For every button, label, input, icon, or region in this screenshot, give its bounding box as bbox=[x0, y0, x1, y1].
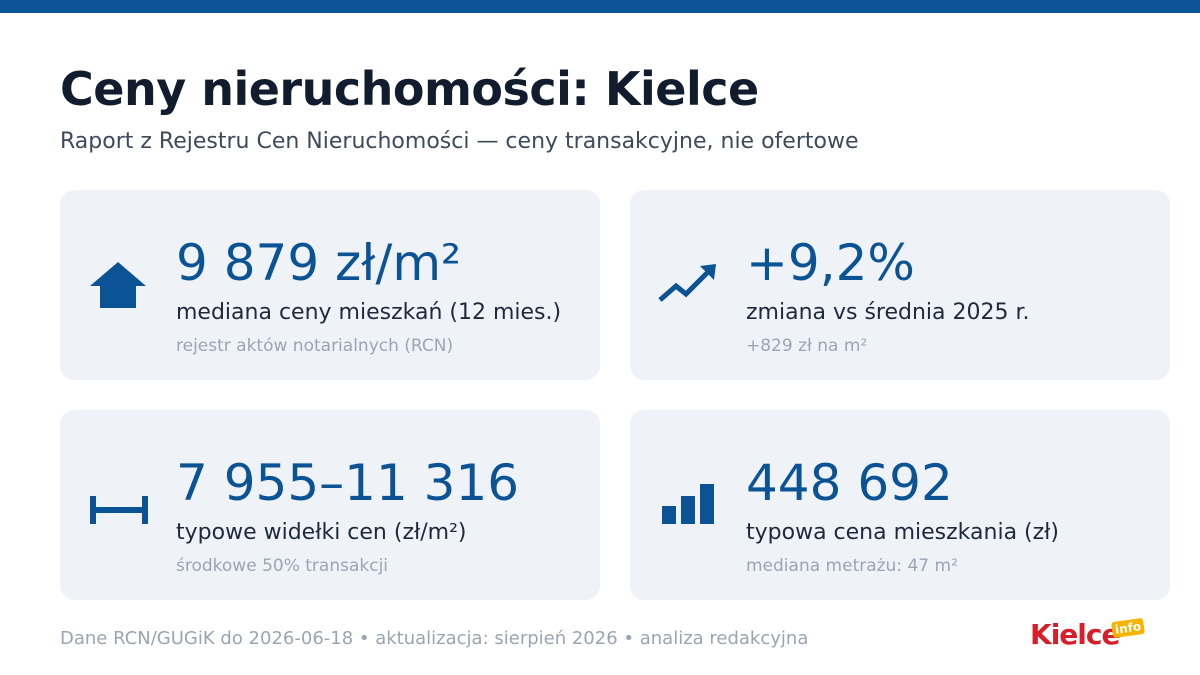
card-value: 7 955–11 316 bbox=[176, 454, 520, 512]
card-label: typowa cena mieszkania (zł) bbox=[746, 520, 1060, 545]
card-note: rejestr aktów notarialnych (RCN) bbox=[176, 336, 454, 356]
subtitle: Raport z Rejestru Cen Nieruchomości — ce… bbox=[60, 129, 859, 154]
card-value: 9 879 zł/m² bbox=[176, 234, 462, 292]
card: 448 692 typowa cena mieszkania (zł) medi… bbox=[630, 410, 1170, 600]
logo-badge: info bbox=[1111, 617, 1146, 639]
house-icon bbox=[90, 262, 146, 308]
card-label: zmiana vs średnia 2025 r. bbox=[746, 300, 1030, 325]
footer-source: Dane RCN/GUGiK do 2026-06-18 • aktualiza… bbox=[60, 628, 809, 649]
card-note: środkowe 50% transakcji bbox=[176, 556, 389, 576]
card-label: mediana ceny mieszkań (12 mies.) bbox=[176, 300, 562, 325]
card-note: +829 zł na m² bbox=[746, 336, 868, 356]
bars-icon bbox=[662, 484, 714, 524]
card: 7 955–11 316 typowe widełki cen (zł/m²) … bbox=[60, 410, 600, 600]
card-note: mediana metrażu: 47 m² bbox=[746, 556, 958, 576]
card: +9,2% zmiana vs średnia 2025 r. +829 zł … bbox=[630, 190, 1170, 380]
card-value: 448 692 bbox=[746, 454, 953, 512]
card-value: +9,2% bbox=[746, 234, 915, 292]
range-icon bbox=[90, 496, 148, 524]
top-bar bbox=[0, 0, 1200, 13]
trend-icon bbox=[658, 264, 716, 302]
card-label: typowe widełki cen (zł/m²) bbox=[176, 520, 467, 545]
card: 9 879 zł/m² mediana ceny mieszkań (12 mi… bbox=[60, 190, 600, 380]
title: Ceny nieruchomości: Kielce bbox=[60, 62, 759, 116]
logo: Kielce bbox=[1030, 618, 1120, 651]
